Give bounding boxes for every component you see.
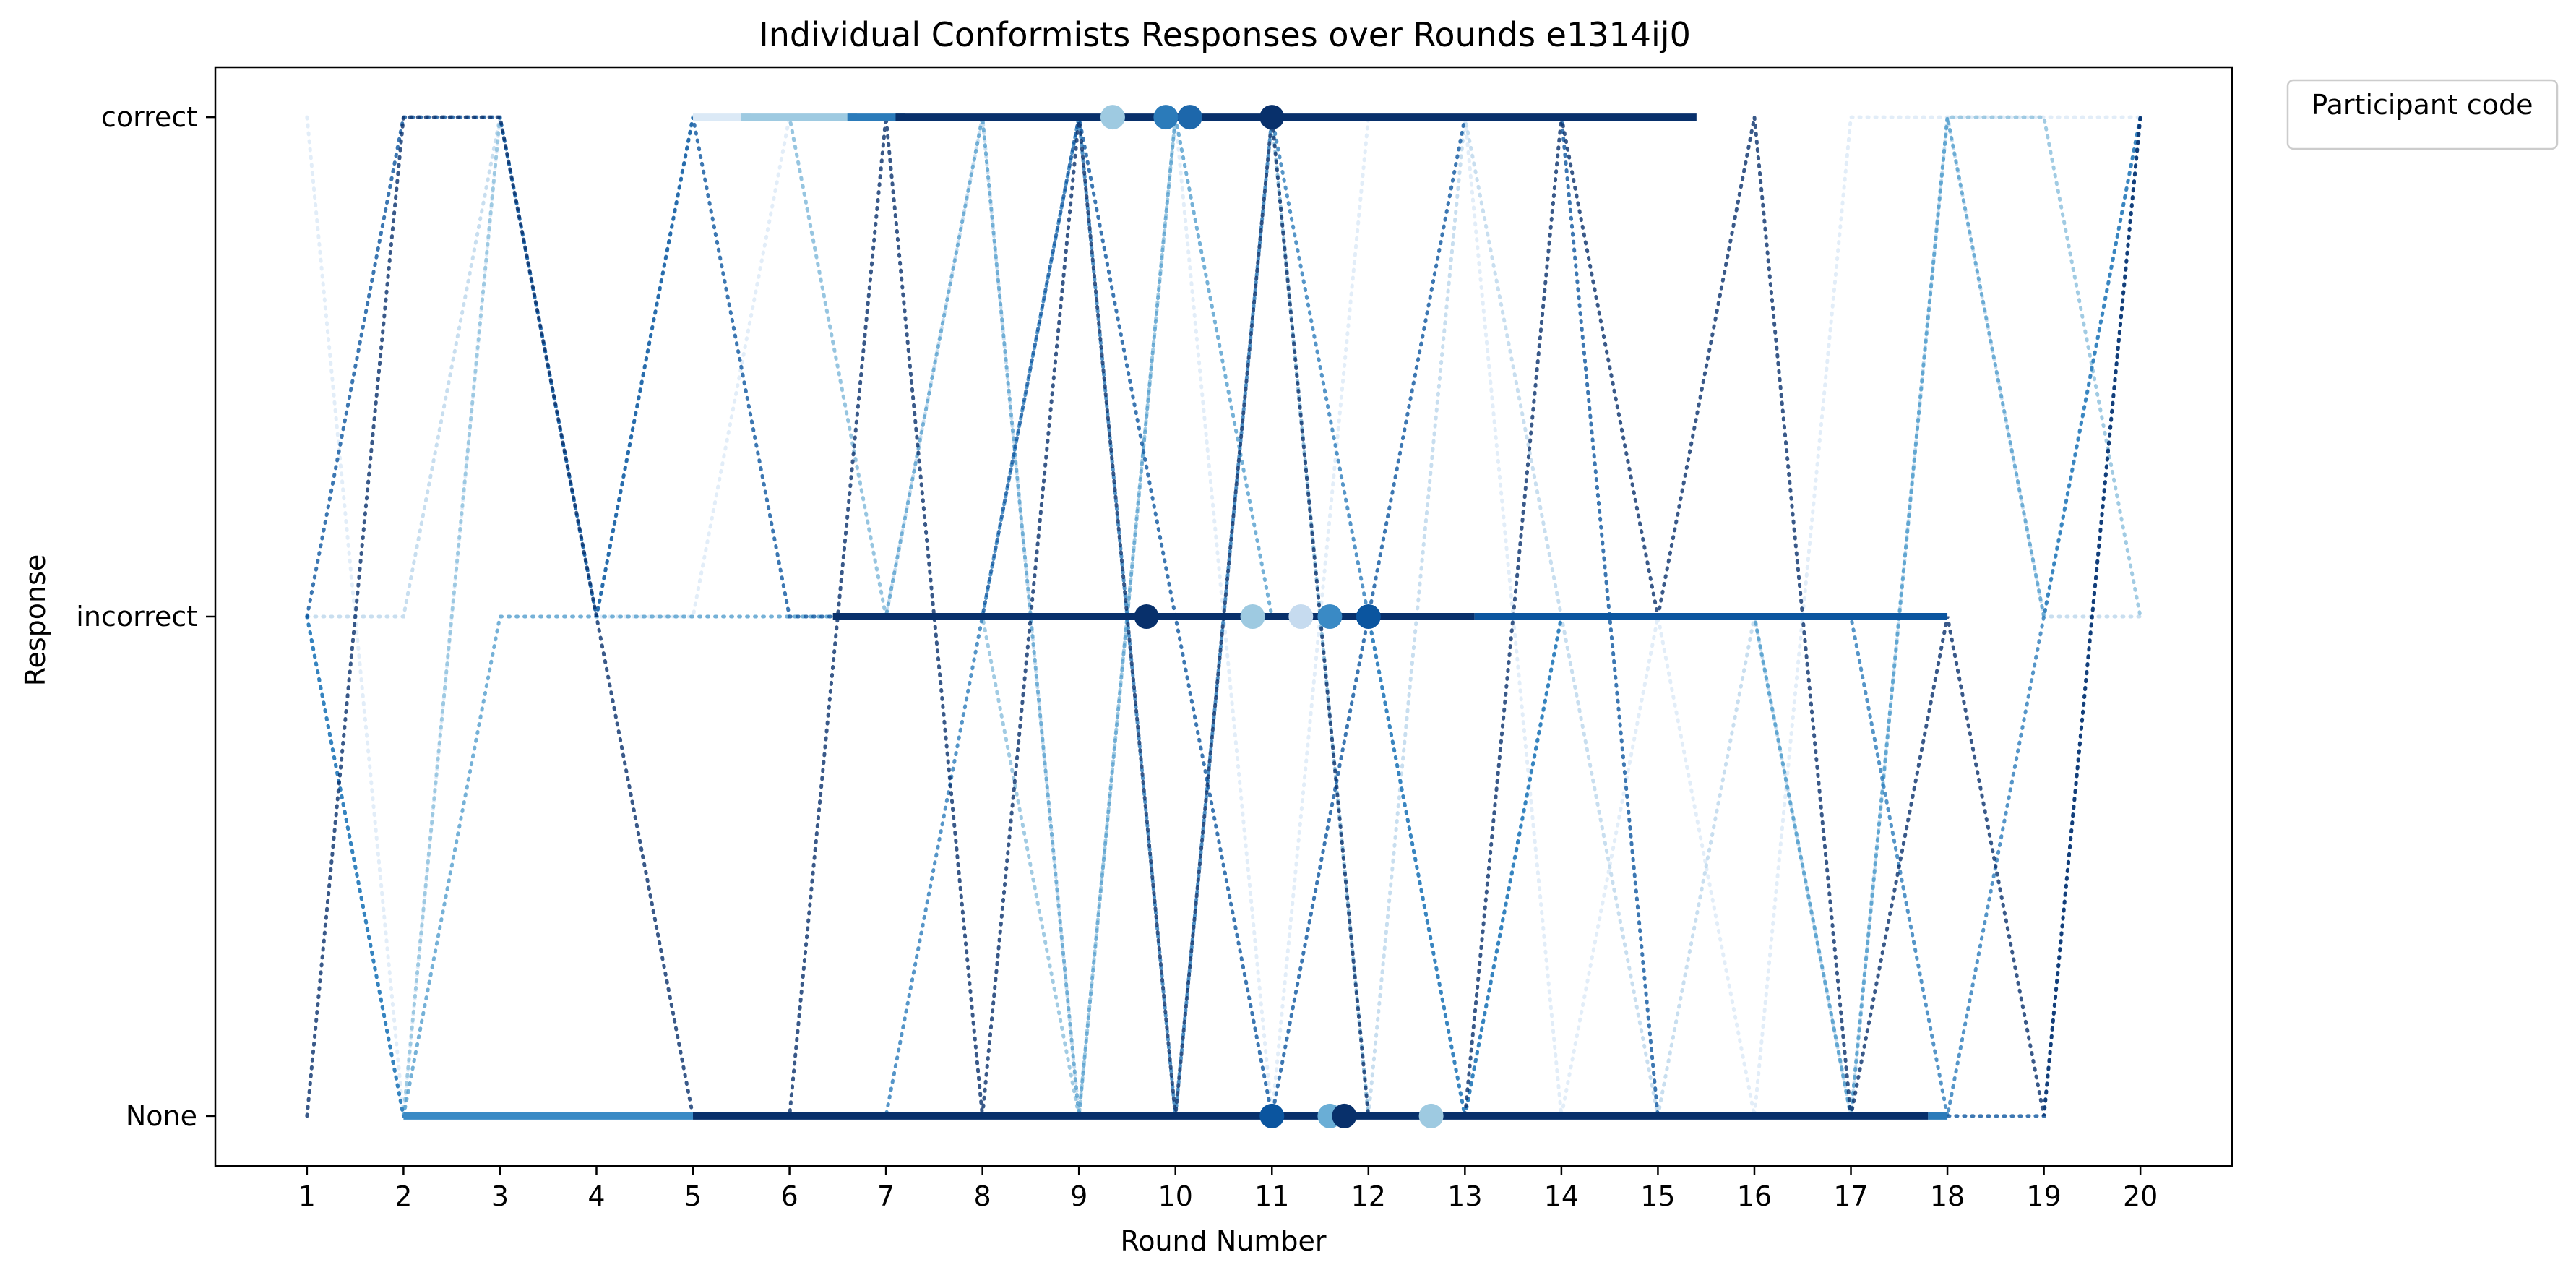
x-tick-label-13: 13 xyxy=(1447,1180,1482,1212)
y-tick-label-correct: correct xyxy=(101,101,197,133)
point-13 xyxy=(1418,1103,1444,1128)
point-3 xyxy=(1177,105,1202,130)
point-1 xyxy=(1100,105,1125,130)
x-tick-label-8: 8 xyxy=(974,1180,991,1212)
y-axis-label: Response xyxy=(20,554,51,687)
x-tick-label-16: 16 xyxy=(1737,1180,1772,1212)
point-6 xyxy=(1240,604,1265,629)
x-tick-label-18: 18 xyxy=(1930,1180,1965,1212)
x-tick-label-9: 9 xyxy=(1070,1180,1087,1212)
x-tick-label-11: 11 xyxy=(1254,1180,1289,1212)
y-axis: None incorrect correct xyxy=(76,101,215,1132)
x-tick-label-19: 19 xyxy=(2026,1180,2061,1212)
x-tick-label-1: 1 xyxy=(298,1180,316,1212)
point-7 xyxy=(1288,604,1314,629)
y-tick-label-None: None xyxy=(126,1100,197,1132)
x-tick-label-7: 7 xyxy=(877,1180,895,1212)
series-line-2 xyxy=(305,115,2142,1118)
series-line-4 xyxy=(305,115,2142,1117)
x-tick-label-20: 20 xyxy=(2123,1180,2158,1212)
x-tick-label-4: 4 xyxy=(587,1180,605,1212)
x-tick-label-5: 5 xyxy=(684,1180,702,1212)
legend-title: Participant code xyxy=(2311,89,2533,121)
y-tick-label-incorrect: incorrect xyxy=(76,601,197,632)
legend: Participant code xyxy=(2286,79,2559,150)
point-5 xyxy=(1134,604,1159,629)
series-line-6 xyxy=(305,115,2142,1118)
x-tick-label-6: 6 xyxy=(780,1180,798,1212)
point-9 xyxy=(1356,604,1381,629)
point-4 xyxy=(1259,105,1285,130)
x-tick-label-2: 2 xyxy=(395,1180,412,1212)
x-tick-label-12: 12 xyxy=(1351,1180,1386,1212)
point-8 xyxy=(1317,604,1343,629)
segment-layer xyxy=(403,113,1948,1120)
legend-box xyxy=(2286,79,2559,150)
x-axis: 1 2 3 4 5 6 7 8 9 10 11 12 13 14 15 16 17 18 19 20 xyxy=(298,1166,2158,1212)
point-2 xyxy=(1153,105,1179,130)
point-12 xyxy=(1332,1103,1357,1128)
x-tick-label-17: 17 xyxy=(1833,1180,1868,1212)
point-layer xyxy=(1100,105,1444,1128)
x-tick-label-15: 15 xyxy=(1640,1180,1675,1212)
x-tick-label-14: 14 xyxy=(1544,1180,1579,1212)
x-axis-label: Round Number xyxy=(1121,1225,1327,1257)
chart-title: Individual Conformists Responses over Ro… xyxy=(759,15,1691,54)
x-tick-label-10: 10 xyxy=(1158,1180,1193,1212)
point-10 xyxy=(1259,1103,1285,1128)
series-line-3 xyxy=(305,115,2142,1118)
x-tick-label-3: 3 xyxy=(491,1180,509,1212)
